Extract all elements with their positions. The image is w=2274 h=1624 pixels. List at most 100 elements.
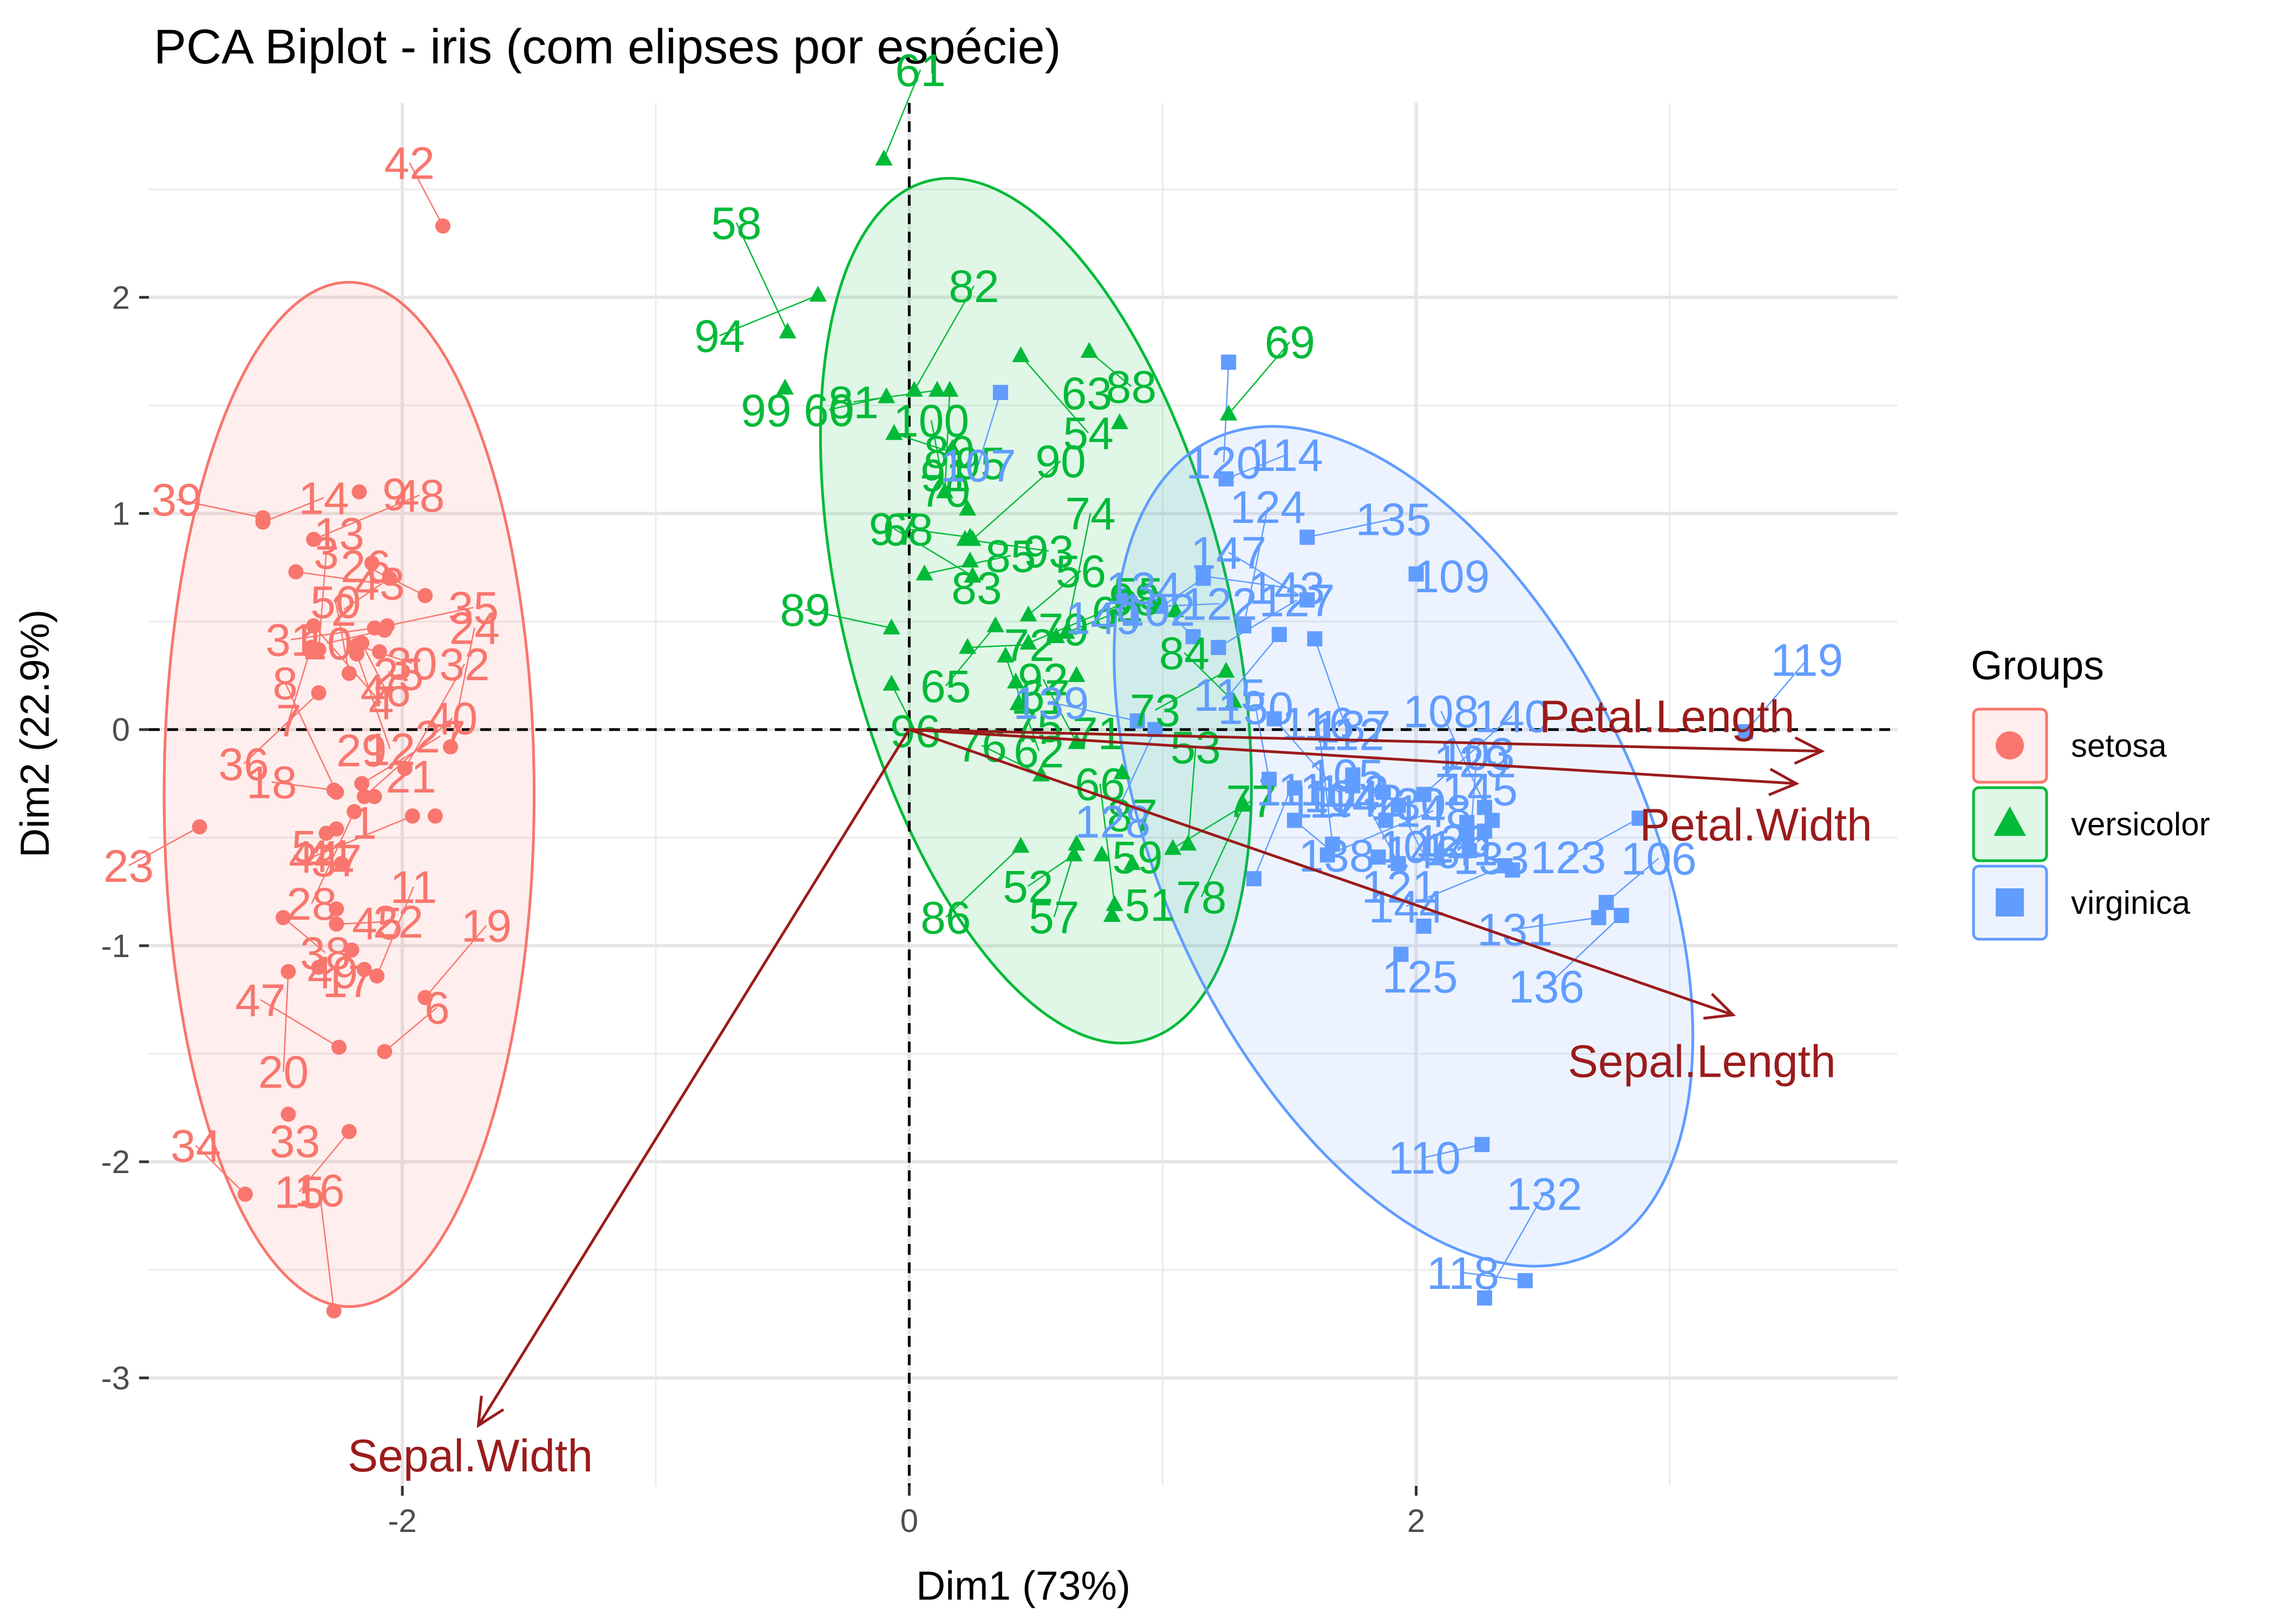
label-leader-line [290,627,375,640]
data-point [986,616,1004,633]
point-label: 51 [1125,880,1175,931]
point-label: 1 [351,797,377,848]
point-label: 49 [308,947,358,998]
point-label: 58 [711,198,761,248]
data-point [1345,767,1361,783]
label-leader-line [263,497,324,523]
data-point [1012,346,1030,362]
data-point [354,776,370,791]
data-point [369,968,385,984]
data-point [916,564,933,581]
point-label: 109 [1414,551,1489,602]
data-point [306,532,322,547]
point-label: 111 [1256,764,1325,815]
point-label: 146 [1384,827,1460,878]
variable-arrow [909,728,1796,785]
data-points [192,149,1754,1319]
data-point [1093,845,1111,862]
label-leader-line [1228,341,1291,415]
legend-label: setosa [2071,728,2167,764]
data-point [1271,627,1287,643]
label-leader-line [361,735,441,784]
label-leader-line [318,1190,335,1311]
label-leader-line [284,683,337,793]
point-label: 29 [336,725,387,776]
variable-arrowhead [1794,736,1825,765]
data-point [1474,1137,1490,1152]
point-label: 92 [1018,654,1068,705]
label-leader-line [361,643,387,690]
legend: Groups setosa versicolor virginica [1971,643,2210,941]
point-label: 8 [272,658,298,709]
point-label: 16 [294,1165,344,1216]
point-label: 107 [940,441,1016,492]
data-point [397,761,413,776]
point-label: 57 [1029,892,1079,943]
data-point [280,964,296,979]
point-label: 65 [920,661,971,712]
point-label: 101 [1378,821,1454,872]
label-leader-line [930,420,946,492]
point-label: 20 [258,1047,309,1098]
y-tick-label: -2 [101,1144,130,1180]
label-leader-line [1158,603,1220,607]
point-label: 30 [387,638,437,689]
label-leader-line [1200,804,1245,898]
data-point [331,1039,347,1055]
point-label: 46 [361,665,411,716]
point-label: 99 [741,385,791,436]
point-label: 14 [298,473,349,524]
variable-label: Sepal.Length [1568,1036,1836,1087]
label-leader-line [805,608,892,629]
point-label: 47 [235,975,285,1026]
label-leader-line [1226,454,1288,480]
data-point [1591,910,1606,926]
data-point [941,381,959,397]
data-point [997,646,1015,663]
point-label: 61 [895,45,945,96]
data-point [1286,780,1302,796]
data-point [341,1124,357,1140]
label-leader-line [1028,598,1135,644]
point-label: 10 [302,618,352,669]
point-label: 121 [1362,861,1437,912]
variable-arrows: Petal.Length Petal.Width Sepal.Length Sepal… [348,691,1872,1482]
label-leader-line [972,460,1061,540]
label-leader-line [243,692,319,764]
point-label: 85 [985,531,1036,581]
label-leader-line [271,781,334,791]
label-leader-lines [128,69,1808,1311]
point-label: 38 [300,928,350,979]
label-leader-line [283,917,326,953]
data-point [958,638,977,654]
point-label: 110 [1388,1132,1461,1183]
point-label: 88 [1106,362,1156,412]
label-leader-line [1397,804,1423,853]
label-leader-line [409,162,444,227]
data-point [1009,694,1027,710]
point-label: 60 [803,385,854,436]
point-label: 81 [828,377,879,428]
point-label: 26 [341,541,391,592]
legend-title: Groups [1971,643,2104,688]
data-point [326,782,342,798]
point-label: 68 [883,504,933,555]
data-point [1195,568,1211,584]
point-label: 138 [1298,830,1374,881]
label-leader-line [1099,783,1115,905]
point-label: 134 [1106,563,1181,614]
point-label: 148 [1395,786,1471,837]
data-point [276,910,291,926]
data-point [1113,763,1131,780]
point-label: 78 [1176,872,1226,923]
data-point [417,588,433,604]
point-label: 41 [305,830,355,881]
data-point [1185,629,1201,645]
data-point [1459,815,1475,830]
data-point [1416,919,1432,934]
data-point [280,1106,296,1122]
data-point [1613,908,1629,924]
point-label: 67 [1020,671,1070,722]
label-leader-line [965,539,1049,552]
